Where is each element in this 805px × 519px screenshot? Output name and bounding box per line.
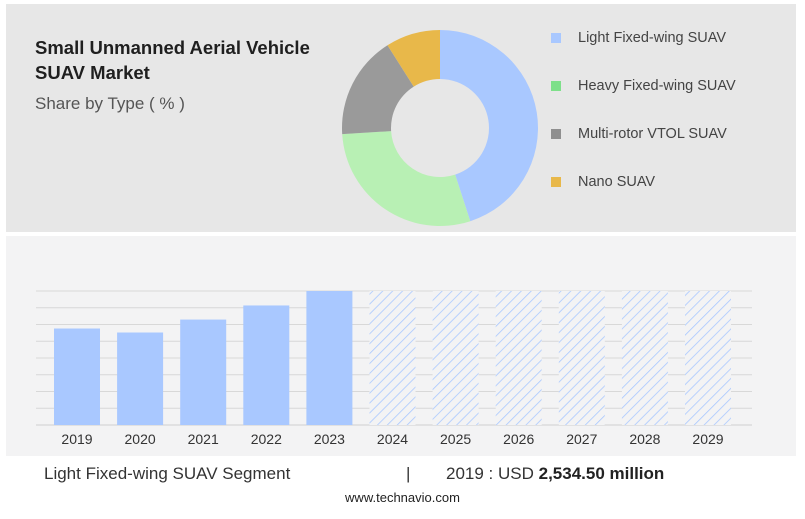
value-amount: 2,534.50 million	[538, 464, 665, 483]
bar-forecast-2029	[685, 291, 731, 425]
legend-swatch	[551, 129, 561, 139]
bar-2022	[243, 305, 290, 425]
chart-subtitle: Share by Type ( % )	[35, 94, 185, 113]
donut-slice-nano	[387, 30, 440, 87]
legend-label: Multi-rotor VTOL SUAV	[578, 126, 727, 142]
bar-forecast-2025	[432, 291, 479, 425]
x-tick-label: 2024	[377, 431, 408, 447]
x-tick-label: 2025	[440, 431, 471, 447]
legend-label: Heavy Fixed-wing SUAV	[578, 78, 736, 94]
legend-swatch	[551, 33, 561, 43]
value-prefix: 2019 : USD	[446, 464, 534, 483]
donut-chart	[342, 30, 538, 226]
segment-label: Light Fixed-wing SUAV Segment	[44, 464, 291, 483]
bar-chart: 2019 2020 2021 2022 2023 2024 2025 2026 2027 2028…	[36, 290, 752, 447]
bar-forecast-2026	[495, 291, 542, 425]
legend-item-light-fixed-wing: Light Fixed-wing SUAV	[551, 14, 791, 62]
bar-2019	[54, 328, 100, 425]
legend-swatch	[551, 177, 561, 187]
legend-item-heavy-fixed-wing: Heavy Fixed-wing SUAV	[551, 62, 791, 110]
legend-item-nano: Nano SUAV	[551, 158, 791, 206]
x-tick-label: 2029	[692, 431, 723, 447]
legend-label: Nano SUAV	[578, 174, 656, 190]
x-tick-label: 2019	[61, 431, 92, 447]
bar-forecast-2028	[621, 291, 668, 425]
donut-slice-multi-rotor	[342, 45, 414, 135]
x-tick-label: 2021	[188, 431, 219, 447]
bar-2023	[306, 291, 353, 425]
legend-item-multi-rotor: Multi-rotor VTOL SUAV	[551, 110, 791, 158]
donut-legend: Light Fixed-wing SUAV Heavy Fixed-wing S…	[551, 14, 791, 206]
bar-forecast-2027	[558, 291, 605, 425]
x-tick-label: 2022	[251, 431, 282, 447]
x-tick-label: 2027	[566, 431, 597, 447]
footer-separator: |	[406, 464, 411, 483]
bar-2021	[180, 319, 227, 425]
legend-swatch	[551, 81, 561, 91]
donut-slice-heavy-fixed-wing	[342, 131, 471, 226]
bar-2020	[117, 332, 164, 425]
x-tick-label: 2020	[125, 431, 156, 447]
chart-title: Small Unmanned Aerial Vehicle SUAV Marke…	[35, 37, 310, 83]
donut-slice-light-fixed-wing	[440, 30, 538, 222]
legend-label: Light Fixed-wing SUAV	[578, 30, 727, 46]
x-tick-label: 2023	[314, 431, 345, 447]
x-tick-label: 2026	[503, 431, 534, 447]
website-link[interactable]: www.technavio.com	[345, 490, 460, 505]
x-tick-label: 2028	[629, 431, 660, 447]
segment-value: 2019 : USD 2,534.50 million	[446, 464, 664, 484]
bar-forecast-2024	[369, 291, 416, 425]
